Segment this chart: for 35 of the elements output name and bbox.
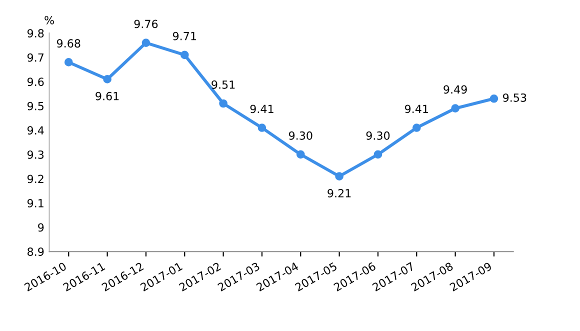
point — [412, 124, 421, 132]
y-tick-label: 9.1 — [27, 198, 44, 208]
y-tick-label: 9 — [38, 223, 44, 232]
point — [180, 50, 189, 60]
y-tick-label: 9.8 — [27, 29, 44, 38]
data-label: 9.76 — [134, 20, 158, 28]
point — [335, 172, 344, 180]
point — [258, 124, 266, 132]
data-label: 9.41 — [404, 104, 428, 114]
y-axis-title: % — [44, 16, 54, 24]
y-tick-label: 8.9 — [28, 248, 44, 256]
y-tick-label: 9.5 — [27, 102, 44, 110]
data-label: 9.68 — [56, 39, 80, 48]
data-label: 9.30 — [366, 131, 390, 140]
point — [64, 58, 73, 66]
data-label: 9.49 — [444, 85, 467, 94]
point — [374, 150, 382, 159]
point — [451, 104, 460, 113]
data-label: 9.71 — [172, 32, 196, 40]
y-tick-label: 9.3 — [27, 150, 44, 159]
y-tick-label: 9.6 — [27, 78, 44, 86]
data-label: 9.53 — [503, 93, 526, 102]
data-label: 9.21 — [328, 189, 351, 198]
data-label: 9.41 — [250, 104, 274, 114]
point — [103, 75, 112, 84]
point — [142, 38, 150, 47]
data-label: 9.30 — [288, 131, 312, 140]
y-tick-label: 9.2 — [27, 174, 44, 184]
y-tick-label: 9.7 — [27, 53, 44, 62]
point — [296, 150, 305, 159]
y-tick-label: 9.4 — [27, 126, 44, 135]
data-label: 9.51 — [212, 80, 235, 89]
point — [219, 99, 228, 108]
data-label: 9.61 — [96, 92, 119, 100]
point — [490, 94, 498, 103]
